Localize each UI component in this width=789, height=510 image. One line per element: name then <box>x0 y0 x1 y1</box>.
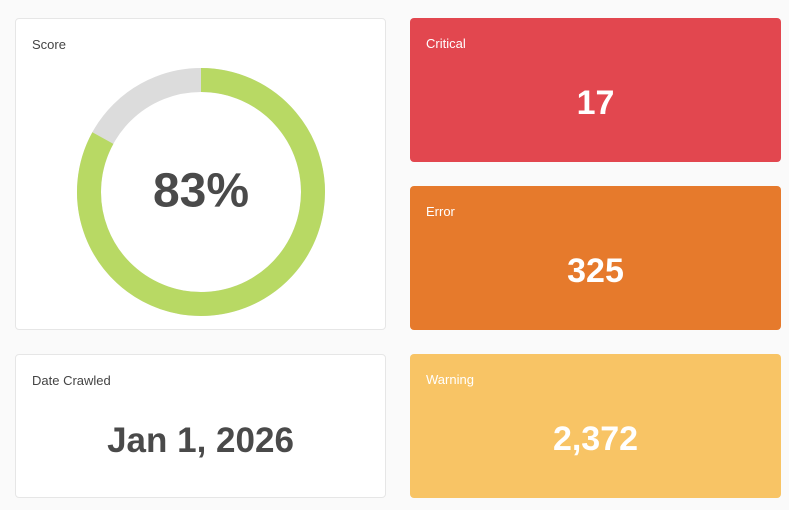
score-card: Score 83% <box>15 18 386 330</box>
error-count: 325 <box>567 252 624 290</box>
card-title: Score <box>32 37 66 52</box>
donut-chart: 83% <box>77 68 325 316</box>
critical-count: 17 <box>576 84 615 122</box>
date-value: Jan 1, 2026 <box>107 421 294 460</box>
card-title: Error <box>426 204 455 219</box>
critical-card: Critical 17 <box>410 18 781 162</box>
card-title: Warning <box>426 372 474 387</box>
date-card: Date Crawled Jan 1, 2026 <box>15 354 386 498</box>
error-card: Error 325 <box>410 186 781 330</box>
card-title: Date Crawled <box>32 373 111 388</box>
donut-arc <box>77 68 325 316</box>
warning-count: 2,372 <box>552 420 639 458</box>
warning-card: Warning 2,372 <box>410 354 781 498</box>
score-value: 83% <box>153 165 249 218</box>
card-title: Critical <box>426 36 466 51</box>
